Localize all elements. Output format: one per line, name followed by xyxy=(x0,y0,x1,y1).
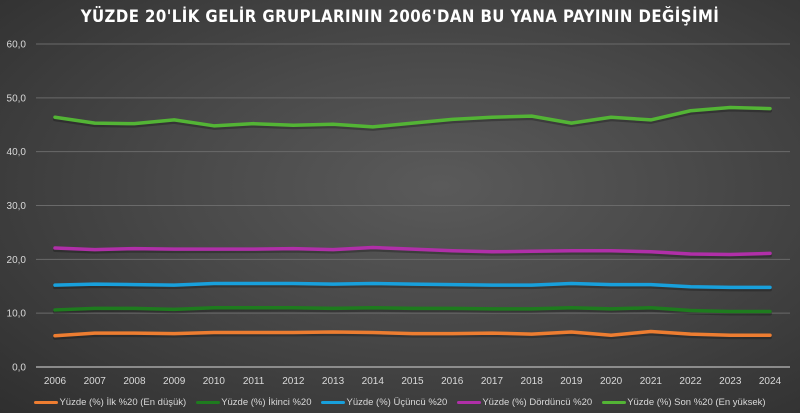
y-tick-label: 10,0 xyxy=(7,309,27,320)
series-line-0[interactable] xyxy=(53,329,772,338)
x-tick-label: 2021 xyxy=(640,376,663,387)
legend-swatch-icon xyxy=(34,401,59,404)
x-tick-label: 2017 xyxy=(481,376,504,387)
legend-label: Yüzde (%) İlk %20 (En düşük) xyxy=(59,397,187,408)
legend-label: Yüzde (%) İkinci %20 xyxy=(221,397,312,408)
x-tick-label: 2013 xyxy=(322,376,345,387)
legend-item-son[interactable]: Yüzde (%) Son %20 (En yüksek) xyxy=(602,397,766,408)
y-tick-label: 50,0 xyxy=(7,93,27,104)
legend: Yüzde (%) İlk %20 (En düşük) Yüzde (%) İ… xyxy=(0,397,800,408)
legend-item-ilk[interactable]: Yüzde (%) İlk %20 (En düşük) xyxy=(34,397,186,408)
x-tick-label: 2019 xyxy=(560,376,583,387)
x-tick-label: 2007 xyxy=(84,376,107,387)
y-tick-label: 20,0 xyxy=(7,255,27,266)
x-tick-label: 2006 xyxy=(44,376,67,387)
y-tick-label: 30,0 xyxy=(7,201,27,212)
y-axis: 0,0 10,0 20,0 30,0 40,0 50,0 60,0 xyxy=(7,40,27,374)
x-tick-label: 2009 xyxy=(163,376,186,387)
x-tick-label: 2024 xyxy=(759,376,782,387)
x-tick-label: 2016 xyxy=(441,376,464,387)
x-tick-label: 2018 xyxy=(521,376,544,387)
legend-item-ikinci[interactable]: Yüzde (%) İkinci %20 xyxy=(196,397,311,408)
legend-swatch-icon xyxy=(457,401,482,404)
series-lines xyxy=(53,105,772,340)
legend-swatch-icon xyxy=(196,401,221,404)
x-tick-label: 2008 xyxy=(123,376,146,387)
y-tick-label: 40,0 xyxy=(7,147,27,158)
x-tick-label: 2014 xyxy=(362,376,385,387)
x-axis: 2006 2007 2008 2009 2010 2011 2012 2013 2014 2015… xyxy=(36,366,790,387)
series-line-3[interactable] xyxy=(53,245,772,257)
legend-item-ucuncu[interactable]: Yüzde (%) Üçüncü %20 xyxy=(321,397,447,408)
series-line-1[interactable] xyxy=(53,306,772,314)
y-tick-label: 0,0 xyxy=(12,363,26,374)
x-tick-label: 2020 xyxy=(600,376,623,387)
legend-label: Yüzde (%) Üçüncü %20 xyxy=(346,397,448,408)
series-line-2[interactable] xyxy=(53,281,772,290)
series-line-4[interactable] xyxy=(53,105,772,129)
legend-swatch-icon xyxy=(321,401,346,404)
legend-label: Yüzde (%) Son %20 (En yüksek) xyxy=(627,397,766,408)
x-tick-label: 2012 xyxy=(282,376,305,387)
x-tick-label: 2023 xyxy=(719,376,742,387)
legend-item-dorduncu[interactable]: Yüzde (%) Dördüncü %20 xyxy=(457,397,592,408)
y-tick-label: 60,0 xyxy=(7,40,27,51)
x-tick-label: 2015 xyxy=(401,376,424,387)
x-tick-label: 2022 xyxy=(679,376,702,387)
x-tick-label: 2011 xyxy=(243,376,265,387)
gridlines xyxy=(36,43,790,314)
legend-swatch-icon xyxy=(602,401,627,404)
x-tick-label: 2010 xyxy=(203,376,226,387)
legend-label: Yüzde (%) Dördüncü %20 xyxy=(482,397,593,408)
chart-title: YÜZDE 20'LİK GELİR GRUPLARININ 2006'DAN … xyxy=(80,7,720,27)
